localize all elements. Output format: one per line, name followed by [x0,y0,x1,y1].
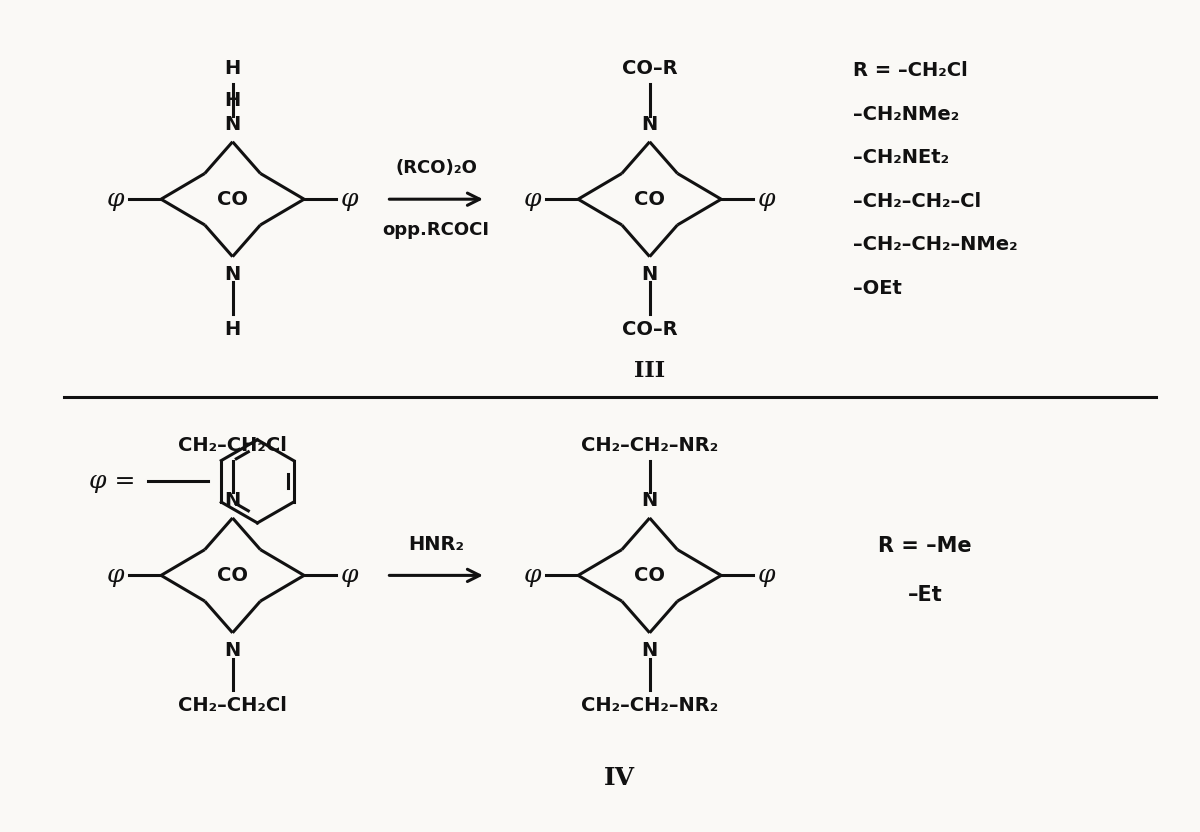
Text: N: N [224,641,241,660]
Text: φ: φ [524,564,541,587]
Text: H: H [224,320,241,339]
Text: opp.RCOCI: opp.RCOCI [383,221,490,239]
Text: H: H [224,59,241,78]
Text: CH₂–CH₂–NR₂: CH₂–CH₂–NR₂ [581,436,719,454]
Text: CH₂–CH₂Cl: CH₂–CH₂Cl [178,436,287,454]
Text: N: N [642,641,658,660]
Text: –CH₂NEt₂: –CH₂NEt₂ [853,148,949,167]
Text: R = –Me: R = –Me [878,536,972,556]
Text: φ: φ [341,188,359,210]
Text: III: III [634,360,665,383]
Text: φ: φ [107,564,125,587]
Text: CH₂–CH₂Cl: CH₂–CH₂Cl [178,696,287,716]
Text: –Et: –Et [908,585,942,605]
Text: φ: φ [758,564,775,587]
Text: –CH₂NMe₂: –CH₂NMe₂ [853,105,960,124]
Text: φ: φ [758,188,775,210]
Text: φ: φ [107,188,125,210]
Text: CO: CO [634,190,665,209]
Text: N: N [642,265,658,284]
Text: CO–R: CO–R [622,320,678,339]
Text: H: H [224,91,241,110]
Text: –OEt: –OEt [853,279,902,298]
Text: N: N [224,115,241,134]
Text: N: N [224,491,241,510]
Text: –CH₂–CH₂–NMe₂: –CH₂–CH₂–NMe₂ [853,235,1018,255]
Text: IV: IV [605,766,635,790]
Text: CO: CO [217,566,248,585]
Text: CH₂–CH₂–NR₂: CH₂–CH₂–NR₂ [581,696,719,716]
Text: (RCO)₂O: (RCO)₂O [395,160,478,177]
Text: R = –CH₂Cl: R = –CH₂Cl [853,61,968,80]
Text: N: N [224,265,241,284]
Text: CO: CO [217,190,248,209]
Text: HNR₂: HNR₂ [408,535,464,553]
Text: N: N [642,491,658,510]
Text: φ: φ [524,188,541,210]
Text: φ: φ [341,564,359,587]
Text: –CH₂–CH₂–Cl: –CH₂–CH₂–Cl [853,191,982,210]
Text: CO: CO [634,566,665,585]
Text: N: N [642,115,658,134]
Text: φ =: φ = [89,470,136,493]
Text: CO–R: CO–R [622,59,678,78]
